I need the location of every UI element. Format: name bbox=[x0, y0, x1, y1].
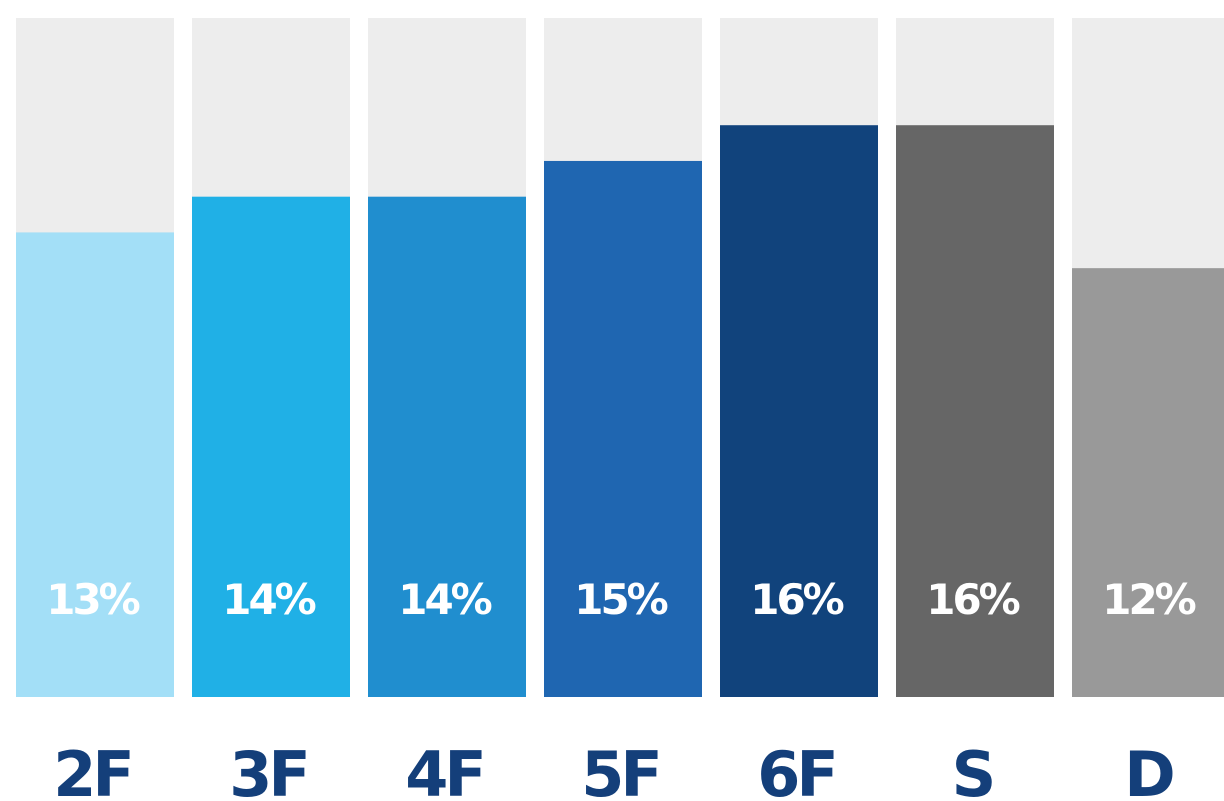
category-labels: 2F 3F 4F 5F 6F S D bbox=[53, 738, 1177, 801]
category-label-d: D bbox=[1124, 738, 1173, 801]
value-label-2f: 13% bbox=[46, 575, 139, 624]
bar-4f bbox=[368, 196, 526, 697]
value-label-6f: 16% bbox=[750, 575, 843, 624]
value-label-d: 12% bbox=[1102, 575, 1195, 624]
bar-5f bbox=[544, 160, 702, 697]
value-label-3f: 14% bbox=[222, 575, 315, 624]
bar-2f bbox=[16, 232, 174, 697]
bar-s bbox=[896, 125, 1054, 698]
category-label-4f: 4F bbox=[405, 738, 483, 801]
value-label-4f: 14% bbox=[398, 575, 491, 624]
bar-6f bbox=[720, 125, 878, 698]
bars bbox=[16, 125, 1224, 698]
value-label-5f: 15% bbox=[574, 575, 667, 624]
category-label-6f: 6F bbox=[757, 738, 835, 801]
category-label-2f: 2F bbox=[53, 738, 131, 801]
value-labels: 13% 14% 14% 15% 16% 16% 12% bbox=[46, 575, 1198, 624]
bar-d bbox=[1072, 268, 1224, 697]
bar-3f bbox=[192, 196, 350, 697]
category-label-3f: 3F bbox=[229, 738, 307, 801]
value-label-s: 16% bbox=[926, 575, 1019, 624]
category-label-5f: 5F bbox=[581, 738, 659, 801]
category-label-s: S bbox=[952, 738, 993, 801]
